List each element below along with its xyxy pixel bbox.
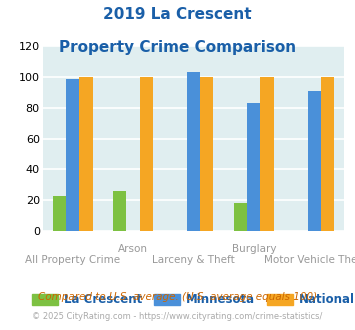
Text: 2019 La Crescent: 2019 La Crescent [103, 7, 252, 21]
Bar [200, 77, 213, 231]
Text: Burglary: Burglary [231, 244, 276, 254]
Legend: La Crescent, Minnesota, National: La Crescent, Minnesota, National [27, 289, 355, 311]
Text: Larceny & Theft: Larceny & Theft [152, 255, 235, 265]
Bar [307, 91, 321, 231]
Text: Motor Vehicle Theft: Motor Vehicle Theft [264, 255, 355, 265]
Bar [80, 77, 93, 231]
Text: © 2025 CityRating.com - https://www.cityrating.com/crime-statistics/: © 2025 CityRating.com - https://www.city… [32, 312, 323, 321]
Text: All Property Crime: All Property Crime [25, 255, 120, 265]
Text: Arson: Arson [118, 244, 148, 254]
Text: Property Crime Comparison: Property Crime Comparison [59, 40, 296, 54]
Bar [234, 203, 247, 231]
Bar [140, 77, 153, 231]
Bar [247, 103, 261, 231]
Bar [261, 77, 274, 231]
Bar [321, 77, 334, 231]
Bar [53, 196, 66, 231]
Bar [66, 79, 80, 231]
Bar [187, 72, 200, 231]
Bar [113, 191, 126, 231]
Text: Compared to U.S. average. (U.S. average equals 100): Compared to U.S. average. (U.S. average … [38, 292, 317, 302]
